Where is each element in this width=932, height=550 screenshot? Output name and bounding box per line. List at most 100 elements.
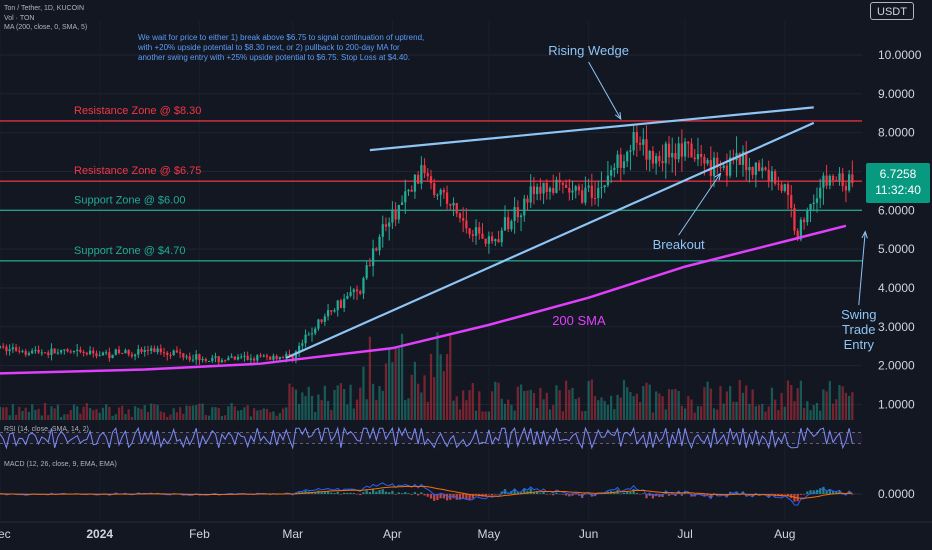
volume-bar — [449, 333, 452, 420]
volume-bar — [552, 405, 555, 420]
macd-histogram-bar — [455, 494, 458, 500]
volume-bar — [545, 392, 548, 420]
volume-bar — [581, 411, 584, 420]
y-tick-label: 10.0000 — [878, 48, 922, 62]
candle-body — [252, 358, 256, 361]
candle-body — [532, 186, 536, 195]
macd-histogram-bar — [638, 494, 642, 495]
candle-body — [211, 357, 214, 362]
volume-bar — [362, 366, 365, 420]
candle-body — [0, 346, 2, 349]
volume-bar — [98, 412, 101, 420]
macd-histogram-bar — [468, 494, 471, 500]
macd-histogram-bar — [561, 494, 564, 495]
macd-histogram-bar — [339, 494, 343, 495]
macd-histogram-bar — [635, 492, 638, 494]
macd-histogram-bar — [671, 494, 674, 495]
candle-body — [831, 175, 835, 181]
candle-body — [307, 334, 310, 336]
volume-bar — [574, 399, 577, 420]
volume-bar — [294, 389, 298, 420]
volume-bar — [696, 406, 700, 420]
macd-histogram-bar — [571, 494, 574, 496]
macd-histogram-bar — [545, 494, 548, 495]
volume-bar — [375, 399, 378, 420]
candle-body — [76, 349, 79, 351]
volume-bar — [326, 400, 330, 420]
volume-bar — [127, 409, 130, 420]
candle-body — [490, 236, 494, 242]
candle-body — [561, 182, 564, 185]
candle-body — [240, 356, 243, 358]
volume-bar — [37, 408, 40, 420]
candle-body — [642, 139, 645, 145]
volume-bar — [246, 405, 249, 420]
volume-bar — [471, 383, 474, 420]
macd-histogram-bar — [529, 488, 532, 494]
candle-body — [381, 224, 384, 237]
candle-body — [825, 175, 828, 186]
macd-histogram-bar — [532, 491, 536, 494]
macd-histogram-bar — [320, 492, 323, 494]
volume-bar — [513, 410, 516, 420]
candle-body — [552, 188, 555, 193]
volume-bar — [764, 411, 767, 420]
candle-body — [169, 354, 172, 356]
y-tick-label: 9.0000 — [878, 87, 915, 101]
volume-line: Vol · TON — [4, 14, 35, 22]
volume-bar — [767, 406, 770, 420]
volume-bar — [384, 363, 388, 420]
volume-bar — [195, 404, 198, 420]
volume-bar — [298, 403, 301, 420]
candle-body — [66, 349, 69, 352]
macd-pane: MACD (12, 26, close, 9, EMA, EMA) — [0, 461, 862, 506]
volume-bar — [50, 406, 53, 420]
volume-bar — [285, 407, 288, 420]
volume-bar — [555, 385, 558, 420]
annotation-arrow — [678, 173, 721, 236]
volume-bar — [825, 391, 828, 420]
candle-body — [121, 353, 124, 355]
volume-bar — [510, 404, 513, 420]
candle-body — [584, 187, 587, 203]
candle-body — [346, 295, 349, 299]
volume-bar — [442, 371, 445, 420]
volume-bar — [317, 394, 320, 420]
macd-histogram-bar — [555, 492, 558, 494]
volume-bar — [722, 403, 725, 420]
candle-body — [314, 328, 317, 334]
candle-body — [275, 355, 278, 360]
volume-bar — [21, 411, 24, 420]
volume-bar — [162, 412, 166, 420]
y-tick-label: 8.0000 — [878, 126, 915, 140]
macd-histogram-bar — [745, 494, 748, 497]
volume-bar — [802, 408, 806, 420]
candle-body — [18, 350, 21, 352]
volume-bar — [603, 400, 606, 420]
candle-body — [105, 352, 108, 354]
candle-body — [474, 227, 478, 236]
volume-bar — [468, 390, 471, 420]
volume-bar — [301, 392, 304, 420]
candle-body — [548, 188, 552, 192]
volume-bar — [819, 410, 822, 420]
volume-bar — [8, 415, 11, 420]
volume-bar — [757, 404, 761, 420]
volume-bar — [494, 381, 497, 420]
macd-histogram-bar — [536, 490, 539, 494]
candle-body — [667, 143, 671, 158]
candle-body — [449, 203, 452, 206]
volume-bar — [404, 400, 407, 420]
volume-bar — [841, 386, 844, 420]
candle-body — [153, 348, 156, 352]
volume-bar — [79, 413, 82, 420]
volume-bar — [236, 410, 240, 420]
macd-histogram-bar — [851, 494, 854, 495]
volume-bar — [397, 347, 400, 420]
candle-body — [108, 352, 111, 359]
volume-bar — [211, 407, 214, 420]
candle-body — [98, 355, 101, 357]
currency-button[interactable]: USDT — [870, 2, 914, 20]
zone-label: Resistance Zone @ $8.30 — [74, 105, 201, 117]
